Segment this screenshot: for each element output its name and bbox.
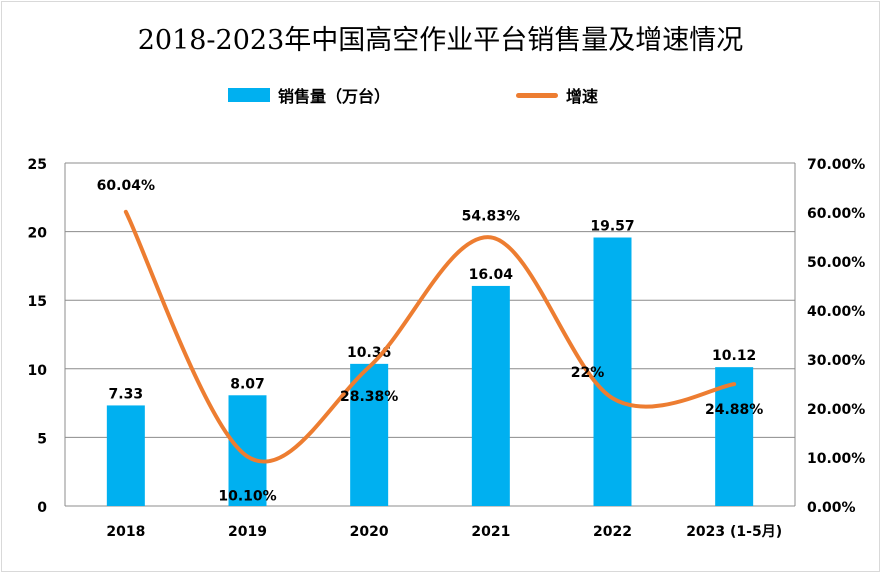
bar-data-label: 8.07 bbox=[230, 376, 265, 392]
right-axis-tick: 40.00% bbox=[807, 304, 865, 320]
line-data-label: 24.88% bbox=[705, 402, 763, 418]
left-axis-tick: 25 bbox=[28, 157, 47, 173]
bar-2018 bbox=[106, 405, 145, 506]
x-axis-tick: 2021 bbox=[471, 524, 510, 540]
line-data-label: 60.04% bbox=[97, 178, 155, 194]
chart-title: 2018-2023年中国高空作业平台销售量及增速情况 bbox=[137, 25, 744, 56]
x-axis-tick: 2022 bbox=[593, 524, 632, 540]
x-axis-tick: 2018 bbox=[106, 524, 145, 540]
line-data-label: 54.83% bbox=[462, 208, 520, 224]
legend-label-sales: 销售量（万台） bbox=[278, 87, 391, 106]
bar-2020 bbox=[350, 363, 389, 506]
growth-line bbox=[123, 209, 737, 464]
right-axis-tick: 70.00% bbox=[807, 157, 865, 173]
right-axis-tick: 10.00% bbox=[807, 451, 865, 467]
legend-item-growth: 增速 bbox=[516, 83, 598, 107]
left-axis-tick: 0 bbox=[37, 500, 47, 516]
right-axis-tick: 0.00% bbox=[807, 500, 856, 516]
bar-2023 (1-5月) bbox=[715, 367, 754, 506]
right-axis-tick: 30.00% bbox=[807, 353, 865, 369]
right-axis-tick: 50.00% bbox=[807, 255, 865, 271]
left-axis-tick: 15 bbox=[28, 294, 47, 310]
legend-item-sales: 销售量（万台） bbox=[228, 83, 390, 107]
line-data-label: 22% bbox=[571, 365, 605, 381]
x-axis-tick: 2020 bbox=[350, 524, 389, 540]
left-axis-tick: 5 bbox=[37, 431, 47, 447]
x-axis-tick: 2019 bbox=[228, 524, 267, 540]
left-axis-tick: 20 bbox=[28, 226, 48, 242]
x-axis-tick: 2023 (1-5月) bbox=[686, 524, 782, 540]
legend-swatch-line bbox=[516, 92, 558, 98]
bar-data-label: 16.04 bbox=[469, 267, 514, 283]
legend-label-growth: 增速 bbox=[566, 87, 599, 106]
line-data-label: 10.10% bbox=[218, 489, 276, 505]
line-data-label: 28.38% bbox=[340, 389, 398, 405]
bar-2019 bbox=[228, 395, 267, 506]
right-axis-tick: 60.00% bbox=[807, 206, 865, 222]
bar-2021 bbox=[471, 285, 510, 506]
legend-swatch-bar bbox=[228, 88, 270, 102]
bar-data-label: 7.33 bbox=[109, 386, 144, 402]
bar-data-label: 19.57 bbox=[590, 218, 634, 234]
left-axis-tick: 10 bbox=[28, 363, 48, 379]
right-axis-tick: 20.00% bbox=[807, 402, 865, 418]
bar-2022 bbox=[593, 237, 632, 506]
bar-data-label: 10.12 bbox=[712, 348, 756, 364]
